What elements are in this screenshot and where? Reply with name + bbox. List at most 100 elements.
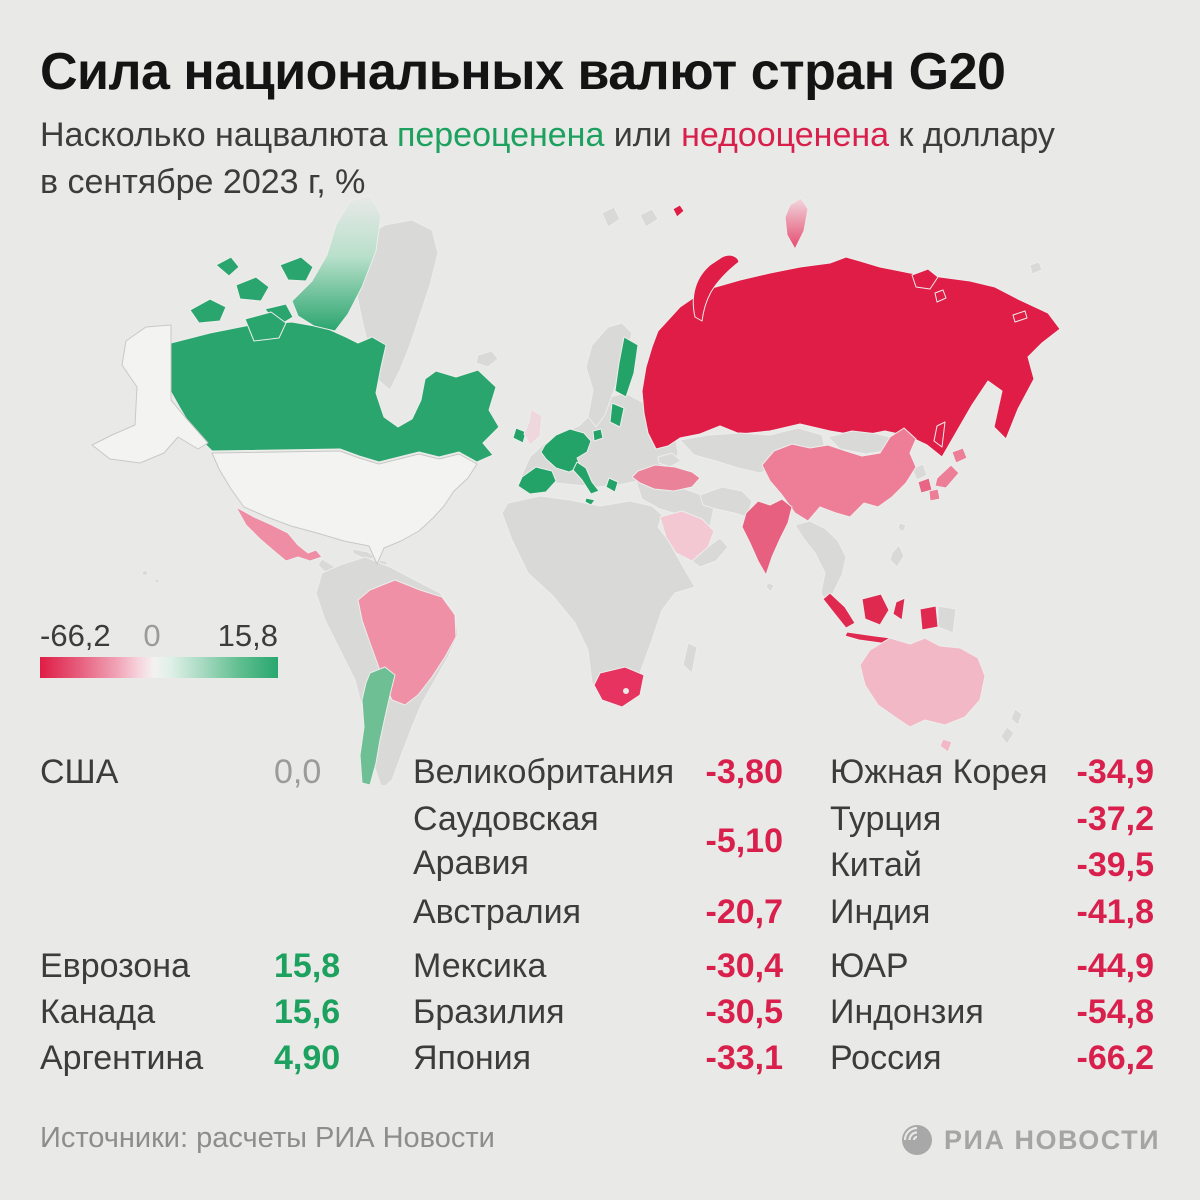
region-arctic-island-2 (934, 289, 947, 303)
region-hawaii-1 (142, 570, 148, 576)
country-value: 0,0 (274, 753, 322, 791)
region-japan-honshu (934, 464, 960, 489)
subtitle-undervalued: недооценена (681, 116, 890, 154)
region-lesotho (623, 688, 629, 694)
region-novaya-zemlya (692, 254, 740, 322)
subtitle-overvalued: переоценена (396, 116, 605, 154)
country-label: Индонзия (830, 993, 984, 1031)
region-iberia (517, 466, 557, 495)
region-denmark (592, 428, 604, 442)
region-africa-base (501, 495, 696, 698)
region-mexico (235, 506, 323, 562)
country-label: Турция (830, 800, 942, 838)
region-indonesia-borneo (861, 593, 890, 626)
country-label: Россия (830, 1039, 942, 1077)
country-label: Аргентина (40, 1039, 204, 1077)
country-value: -3,80 (705, 753, 784, 791)
region-russia (641, 256, 1061, 458)
region-turkey (631, 464, 701, 492)
region-france-germany (540, 428, 592, 473)
subtitle-prefix: Насколько нацвалюта (40, 116, 397, 154)
subtitle-line2: в сентябре 2023 г, % (40, 163, 366, 201)
region-south-africa (593, 666, 645, 708)
map-south-america-colored (357, 579, 457, 785)
region-png (937, 605, 957, 634)
country-value: -41,8 (1076, 893, 1155, 931)
region-canada-island-2 (235, 276, 270, 302)
region-canada-island-1 (189, 298, 227, 324)
brand-name: РИА НОВОСТИ (944, 1124, 1160, 1155)
country-value: 15,8 (274, 947, 341, 985)
region-greece (605, 477, 619, 493)
region-baltics (609, 402, 625, 428)
region-sakhalin (933, 421, 946, 448)
region-canada-island-3 (279, 256, 314, 282)
legend-min-label: -66,2 (40, 618, 111, 653)
region-cuba (351, 548, 376, 561)
country-value: -20,7 (705, 893, 784, 931)
region-arctic-island-4 (672, 204, 685, 218)
country-value: -44,9 (1076, 947, 1155, 985)
region-canada-mainland (170, 321, 500, 463)
region-indonesia-sumatra (822, 592, 856, 629)
region-sri-lanka (765, 582, 775, 593)
region-caucasus (657, 452, 682, 468)
legend-zero-label: 0 (143, 618, 161, 653)
region-severnaya-zemlya (784, 197, 809, 250)
region-franz-josef (601, 206, 621, 228)
color-legend-gradient-bar (40, 657, 278, 678)
region-italy (572, 461, 600, 495)
subtitle-middle: или (604, 116, 682, 154)
country-value: -37,2 (1076, 800, 1155, 838)
region-india (741, 498, 793, 576)
region-indonesia-sulawesi (892, 597, 906, 621)
ria-novosti-icon (902, 1125, 933, 1155)
region-saudi-arabia (659, 510, 715, 562)
country-label: Бразилия (413, 993, 565, 1031)
source-note: Источники: расчеты РИА Новости (40, 1122, 495, 1154)
country-value: -34,9 (1076, 753, 1155, 791)
country-label: Саудовская Аравия (413, 800, 599, 882)
region-new-zealand-south (1000, 726, 1015, 745)
region-iceland (475, 350, 499, 368)
region-finland (614, 336, 639, 398)
region-baffin-gradient (291, 195, 382, 332)
country-value: -39,5 (1076, 846, 1155, 884)
legend-max-label: 15,8 (217, 618, 278, 653)
country-label: США (40, 753, 119, 791)
country-label: Китай (830, 846, 922, 884)
country-label: Южная Корея (830, 753, 1048, 791)
region-japan-hokkaido (951, 447, 968, 464)
country-value: -30,5 (705, 993, 784, 1031)
region-hawaii-2 (154, 578, 160, 584)
country-label: Великобритания (413, 753, 675, 791)
region-alaska (91, 324, 209, 464)
region-se-asia (794, 520, 847, 606)
country-label: Индия (830, 893, 931, 931)
region-ireland (512, 427, 527, 444)
map-africa-colored (593, 666, 645, 708)
country-label: Канада (40, 993, 156, 1031)
subtitle-suffix: к доллару (889, 116, 1055, 154)
country-value: -54,8 (1076, 993, 1155, 1031)
country-label: Япония (413, 1039, 532, 1077)
region-svalbard (639, 208, 659, 228)
region-australia (859, 637, 986, 728)
country-value: -5,10 (705, 822, 784, 860)
country-value: 15,6 (274, 993, 341, 1031)
country-label: Еврозона (40, 947, 190, 985)
map-russia (641, 197, 1061, 458)
map-north-america (91, 195, 500, 565)
country-label: Мексика (413, 947, 547, 985)
country-label: ЮАР (830, 947, 909, 985)
region-wrangel (1029, 261, 1043, 275)
country-value: -33,1 (705, 1039, 784, 1077)
page-title: Сила национальных валют стран G20 (40, 43, 1006, 101)
region-philippines (889, 544, 905, 568)
region-china (761, 427, 917, 522)
region-new-zealand-north (1010, 708, 1023, 726)
region-sicily (584, 497, 596, 506)
subtitle: Насколько нацвалюта переоценена или недо… (40, 112, 1160, 206)
map-colored-countries (631, 427, 986, 753)
region-usa-mainland (211, 450, 478, 565)
